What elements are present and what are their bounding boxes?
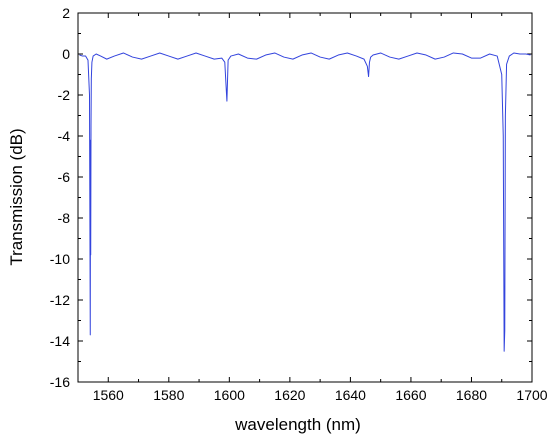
y-axis-label: Transmission (dB) bbox=[7, 128, 26, 265]
transmission-series-line bbox=[79, 52, 531, 352]
y-tick-label: -10 bbox=[50, 251, 70, 267]
y-tick-label: 2 bbox=[62, 5, 70, 21]
x-tick-label: 1680 bbox=[456, 387, 487, 403]
y-tick-label: -4 bbox=[58, 128, 71, 144]
y-tick-label: -2 bbox=[58, 87, 71, 103]
x-tick-label: 1620 bbox=[274, 387, 305, 403]
y-tick-label: -14 bbox=[50, 333, 70, 349]
y-tick-label: -8 bbox=[58, 210, 71, 226]
y-tick-label: -12 bbox=[50, 292, 70, 308]
plot-frame bbox=[77, 12, 533, 383]
x-axis-label: wavelength (nm) bbox=[234, 415, 361, 434]
x-tick-label: 1580 bbox=[153, 387, 184, 403]
y-tick-label: 0 bbox=[62, 46, 70, 62]
y-tick-label: -16 bbox=[50, 374, 70, 390]
x-tick-label: 1560 bbox=[93, 387, 124, 403]
y-tick-label: -6 bbox=[58, 169, 71, 185]
x-tick-label: 1700 bbox=[516, 387, 547, 403]
x-tick-label: 1660 bbox=[395, 387, 426, 403]
x-tick-label: 1640 bbox=[335, 387, 366, 403]
x-tick-label: 1600 bbox=[214, 387, 245, 403]
